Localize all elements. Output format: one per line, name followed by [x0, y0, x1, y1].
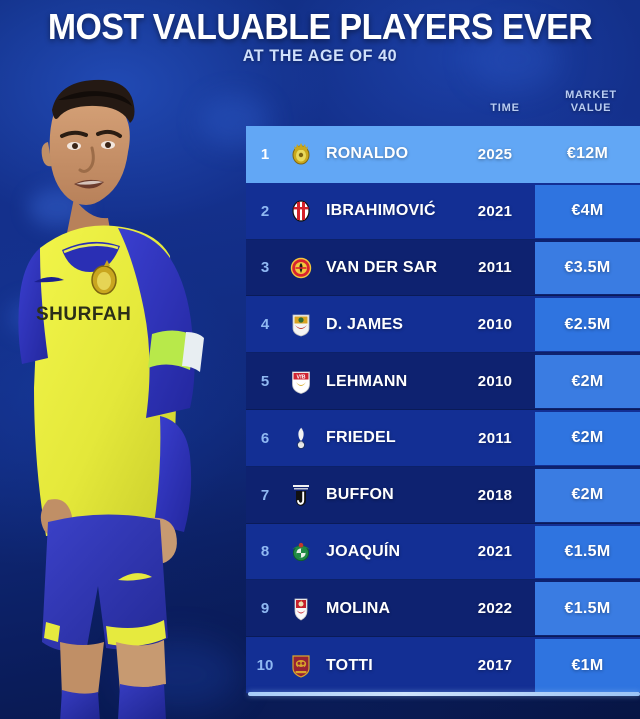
player-name-cell: MOLINA: [326, 599, 391, 617]
column-header-market-value: MARKET VALUE: [545, 89, 637, 115]
player-name-cell: JOAQUÍN: [326, 542, 401, 560]
player-name-cell: BUFFON: [326, 486, 394, 504]
market-value-cell: €3.5M: [535, 241, 640, 295]
svg-text:VfB: VfB: [297, 374, 306, 380]
bristol-city-crest: [284, 313, 318, 337]
juventus-crest: [284, 483, 318, 507]
table-row[interactable]: 5 VfB LEHMANN 2010 €2M: [246, 353, 640, 410]
column-headers: TIME MARKET VALUE: [0, 88, 640, 124]
granada-crest: [284, 597, 318, 621]
ac-milan-crest: [284, 199, 318, 223]
market-value-cell: €1.5M: [535, 525, 640, 579]
market-value-cell: €4M: [535, 184, 640, 238]
player-name-cell: LEHMANN: [326, 372, 408, 390]
column-header-market-value-line1: MARKET: [565, 89, 617, 101]
table-row[interactable]: 4 D. JAMES 2010 €2.5M: [246, 296, 640, 354]
al-nassr-crest: [284, 142, 318, 166]
table-underline: [248, 692, 640, 696]
as-roma-crest: [284, 654, 318, 678]
ronaldo-illustration: SHURFAH: [18, 79, 204, 719]
player-name-cell: IBRAHIMOVIĆ: [326, 202, 436, 220]
player-name-cell: D. JAMES: [326, 315, 404, 333]
time-cell: 2022: [477, 600, 513, 618]
player-name-cell: TOTTI: [326, 656, 373, 674]
table-row[interactable]: 10 TOTTI 2017 €1M: [246, 637, 640, 694]
page-subtitle: AT THE AGE OF 40: [242, 46, 398, 65]
market-value-cell: €2.5M: [535, 298, 640, 352]
table-row[interactable]: 9 MOLINA 2022 €1.5M: [246, 580, 640, 638]
rank-cell: 8: [260, 543, 270, 561]
rank-cell: 10: [256, 657, 274, 675]
player-name-cell: RONALDO: [326, 145, 409, 163]
time-cell: 2017: [477, 657, 513, 675]
market-value-cell: €1.5M: [535, 582, 640, 636]
table-row[interactable]: 3 VAN DER SAR 2011 €3.5M: [246, 239, 640, 297]
market-value-cell: €12M: [566, 145, 609, 163]
time-cell: 2011: [478, 429, 512, 447]
table-row[interactable]: 7 BUFFON 2018 €2M: [246, 466, 640, 524]
rank-cell: 4: [260, 316, 270, 334]
market-value-cell: €2M: [535, 468, 640, 522]
time-cell: 2021: [477, 543, 513, 561]
market-value-cell: €2M: [535, 411, 640, 465]
column-header-time: TIME: [490, 102, 520, 114]
time-cell: 2010: [477, 373, 513, 391]
time-cell: 2018: [477, 486, 513, 504]
manchester-united-crest: [284, 256, 318, 280]
rank-cell: 3: [260, 259, 270, 277]
rank-cell: 9: [260, 600, 270, 618]
time-cell: 2021: [477, 202, 513, 220]
vfb-stuttgart-crest: VfB: [284, 370, 318, 394]
rank-cell: 1: [260, 145, 270, 163]
market-value-cell: €1M: [535, 639, 640, 692]
tottenham-crest: [284, 426, 318, 450]
player-photo: SHURFAH: [0, 70, 250, 719]
table-row[interactable]: 8 JOAQUÍN 2021 €1.5M: [246, 523, 640, 581]
real-betis-crest: [284, 540, 318, 564]
page-title: MOST VALUABLE PLAYERS EVER: [47, 6, 593, 47]
ranking-table: 1 RONALDO 2025 €12M 2 IBRAHIMOVIĆ 2021 €4M 3 VAN …: [246, 126, 640, 694]
player-name-cell: FRIEDEL: [326, 429, 396, 447]
time-cell: 2025: [477, 145, 513, 163]
svg-text:SHURFAH: SHURFAH: [36, 304, 131, 325]
rank-cell: 5: [260, 373, 270, 391]
table-row[interactable]: 1 RONALDO 2025 €12M: [246, 126, 640, 183]
table-row[interactable]: 2 IBRAHIMOVIĆ 2021 €4M: [246, 182, 640, 240]
rank-cell: 7: [260, 486, 270, 504]
market-value-cell: €2M: [535, 355, 640, 408]
time-cell: 2011: [478, 259, 512, 277]
table-row[interactable]: 6 FRIEDEL 2011 €2M: [246, 409, 640, 467]
player-name-cell: VAN DER SAR: [326, 258, 438, 276]
rank-cell: 6: [260, 429, 270, 447]
time-cell: 2010: [477, 316, 513, 334]
column-header-market-value-line2: VALUE: [570, 102, 612, 114]
rank-cell: 2: [260, 202, 270, 220]
